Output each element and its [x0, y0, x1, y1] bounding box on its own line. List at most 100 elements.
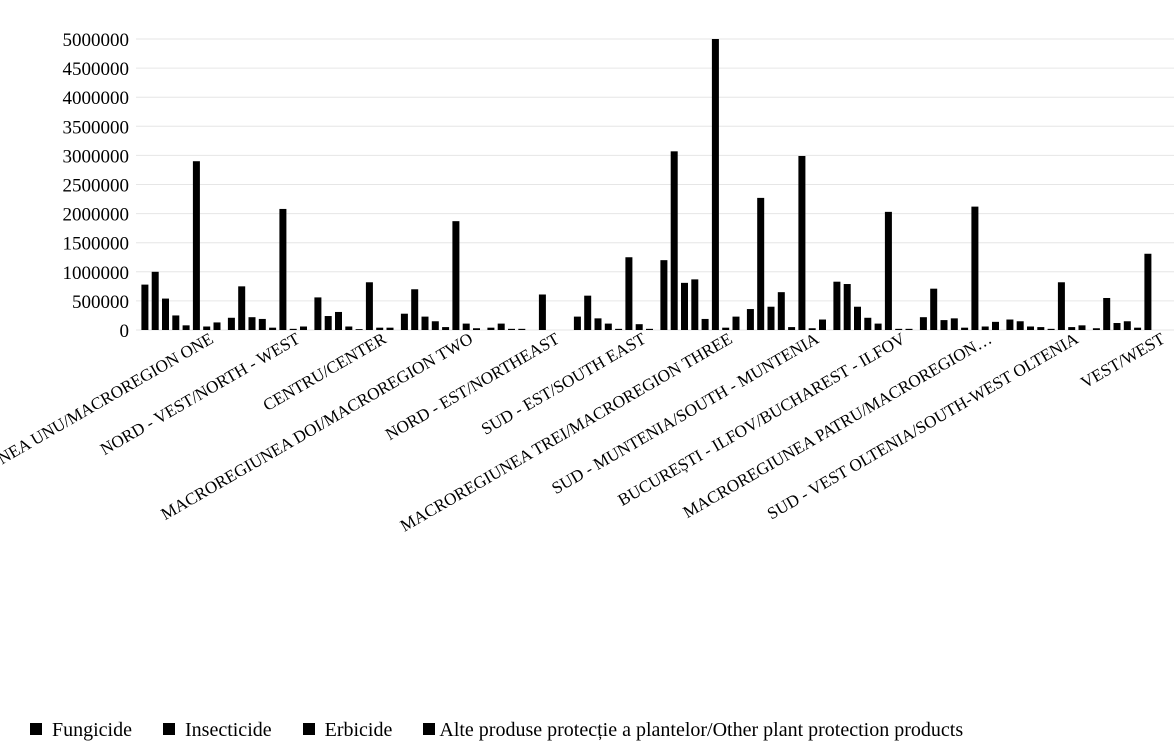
bar	[895, 328, 903, 330]
bar-chart: 0 500000 1000000 1500000 2000000 2500000 30000…	[0, 30, 1174, 535]
bar	[365, 282, 373, 330]
bar	[1134, 327, 1142, 330]
bar	[151, 271, 159, 330]
legend-item-other: Alte produse protecție a plantelor/Other…	[423, 719, 963, 742]
bar	[269, 327, 277, 330]
legend-item-fungicide: Fungicide	[30, 719, 132, 742]
bar	[950, 318, 958, 330]
bar	[961, 327, 969, 330]
bar	[757, 197, 765, 330]
legend-label: Alte produse protecție a plantelor/Other…	[439, 719, 964, 741]
bar	[646, 328, 653, 330]
bar	[141, 284, 149, 330]
bar	[497, 323, 505, 330]
bar	[1078, 325, 1086, 330]
bar	[1037, 327, 1045, 330]
bar	[746, 309, 754, 330]
bar	[289, 328, 297, 330]
legend-label: Erbicide	[324, 719, 393, 741]
bar	[238, 286, 246, 330]
bar	[884, 211, 892, 330]
bar	[833, 281, 841, 330]
bar	[798, 155, 806, 330]
legend-swatch	[163, 723, 175, 735]
bar	[874, 323, 882, 330]
legend-swatch	[30, 723, 42, 735]
bar	[919, 317, 927, 330]
bar	[843, 284, 851, 330]
bar	[473, 328, 480, 330]
legend-item-insecticide: Insecticide	[163, 719, 272, 742]
x-category-label: VEST/WEST	[1078, 329, 1169, 393]
bar	[1092, 328, 1100, 330]
bar	[376, 327, 384, 330]
bar	[192, 161, 200, 330]
x-category-label: MACROREGIUNEA DOI/MACROREGION TWO	[158, 329, 476, 524]
bar	[421, 316, 429, 330]
y-tick-label: 3500000	[63, 117, 130, 138]
bar	[1057, 282, 1065, 330]
bar	[300, 326, 307, 330]
y-tick-label: 3000000	[63, 146, 130, 167]
y-axis: 0 500000 1000000 1500000 2000000 2500000 30000…	[63, 30, 130, 342]
bar	[213, 322, 221, 330]
gridlines	[136, 38, 1174, 331]
bar	[625, 257, 633, 330]
bar	[335, 311, 342, 330]
bar	[1113, 323, 1121, 330]
legend-label: Insecticide	[185, 719, 272, 741]
bar	[258, 318, 266, 330]
legend-item-erbicide: Erbicide	[302, 719, 393, 742]
bar	[442, 327, 450, 330]
bar	[1103, 297, 1111, 330]
bar	[819, 319, 826, 330]
bar	[864, 317, 872, 330]
bar	[670, 151, 678, 330]
y-tick-label: 0	[120, 321, 130, 342]
bar	[508, 328, 515, 330]
bar	[227, 317, 235, 330]
bar	[1123, 321, 1131, 330]
bar	[324, 316, 332, 330]
bar	[594, 318, 602, 330]
y-tick-label: 2500000	[63, 176, 130, 197]
bar	[538, 294, 546, 330]
bar	[1006, 319, 1014, 330]
bar	[400, 313, 408, 330]
bar	[584, 295, 592, 330]
bar	[854, 306, 861, 330]
bar	[992, 321, 999, 330]
bar	[203, 326, 211, 330]
y-tick-label: 2000000	[63, 205, 130, 226]
bar	[172, 315, 180, 330]
bar	[248, 317, 256, 330]
x-category-label: SUD - VEST OLTENIA/SOUTH-WEST OLTENIA	[764, 329, 1082, 524]
bar	[604, 323, 612, 330]
legend-swatch	[423, 723, 436, 735]
bar	[691, 279, 699, 330]
bar	[462, 323, 470, 330]
y-tick-label: 1500000	[63, 234, 130, 255]
bar	[681, 282, 688, 330]
bars	[141, 39, 1152, 330]
bar	[971, 206, 979, 330]
bar	[182, 325, 190, 330]
bar	[722, 327, 730, 330]
bar	[518, 328, 526, 330]
bar	[777, 292, 785, 330]
y-tick-label: 4000000	[63, 88, 130, 109]
bar	[615, 328, 623, 330]
bar	[788, 327, 796, 330]
bar	[711, 39, 719, 330]
bar	[905, 328, 913, 330]
bar	[1047, 328, 1055, 330]
bar	[355, 329, 363, 330]
bar	[981, 326, 989, 330]
legend-swatch	[302, 723, 315, 735]
legend-label: Fungicide	[52, 719, 132, 741]
bar	[162, 298, 169, 330]
bar	[345, 326, 353, 330]
bar	[279, 208, 287, 330]
bar	[1144, 253, 1152, 330]
bar	[660, 260, 668, 330]
